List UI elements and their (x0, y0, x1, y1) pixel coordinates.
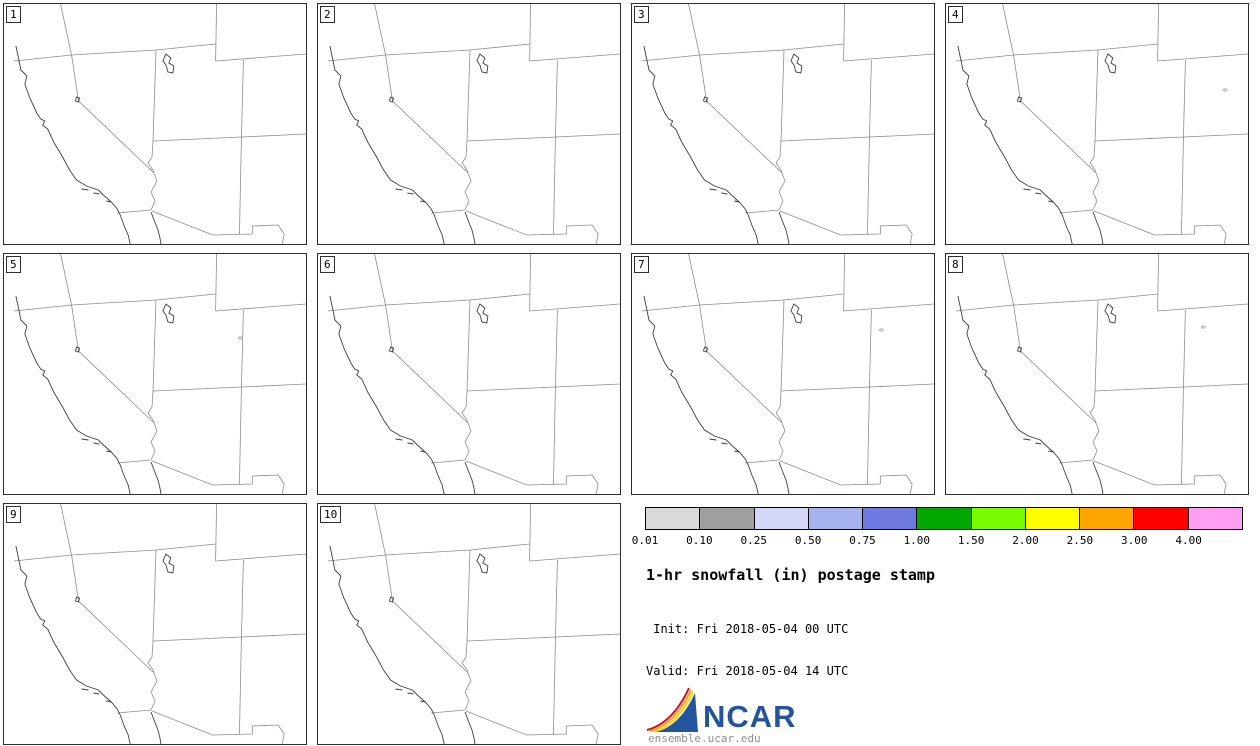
colorbar-segment (863, 508, 918, 529)
ncar-wordmark: NCAR (703, 699, 797, 735)
colorbar: 0.01 0.10 0.25 0.50 0.75 1.00 1.50 2.00 2.50 3.00… (632, 507, 1243, 547)
colorbar-tick-label: 1.50 (957, 534, 985, 547)
forecast-panel: 4 (945, 3, 1249, 245)
colorbar-tick-labels: 0.01 0.10 0.25 0.50 0.75 1.00 1.50 2.00 2.50 3.00… (632, 530, 1243, 547)
colorbar-segment (1080, 508, 1135, 529)
init-time: Init: Fri 2018-05-04 00 UTC (646, 622, 849, 636)
snowfall-speck (1222, 88, 1228, 92)
panel-number: 4 (948, 6, 963, 23)
forecast-panel: 9 (3, 503, 307, 745)
colorbar-tick-label: 0.75 (849, 534, 876, 547)
snowfall-speck (1200, 325, 1206, 329)
snowfall-speck (878, 328, 884, 332)
panel-number: 7 (634, 256, 649, 273)
map-plot (955, 4, 1248, 244)
forecast-panel: 3 (631, 3, 935, 245)
colorbar-tick-label: 3.00 (1121, 534, 1148, 547)
map-plot (955, 254, 1248, 494)
colorbar-tick-label: 0.25 (740, 534, 767, 547)
colorbar-tick-label: 4.00 (1175, 534, 1202, 547)
forecast-panel: 2 (317, 3, 621, 245)
map-plot (641, 254, 934, 494)
colorbar-segment (646, 508, 701, 529)
colorbar-segment (917, 508, 972, 529)
map-plot (327, 4, 620, 244)
panel-number: 3 (634, 6, 649, 23)
colorbar-segments (645, 507, 1243, 530)
panel-number: 5 (6, 256, 21, 273)
map-plot (13, 504, 306, 744)
ncar-logo: NCAR (646, 686, 797, 732)
forecast-panel: 1 (3, 3, 307, 245)
map-plot (13, 4, 306, 244)
colorbar-tick-label: 2.50 (1066, 534, 1094, 547)
colorbar-tick-label: 0.50 (794, 534, 822, 547)
plot-title: 1-hr snowfall (in) postage stamp (646, 566, 935, 584)
panel-number: 9 (6, 506, 21, 523)
forecast-panel: 5 (3, 253, 307, 495)
panel-number: 8 (948, 256, 963, 273)
colorbar-segment (808, 508, 864, 529)
colorbar-segment (754, 508, 809, 529)
colorbar-segment (1188, 508, 1242, 529)
panel-number: 6 (320, 256, 335, 273)
colorbar-segment (1025, 508, 1081, 529)
forecast-panel: 6 (317, 253, 621, 495)
valid-time: Valid: Fri 2018-05-04 14 UTC (646, 664, 849, 678)
site-url: ensemble.ucar.edu (648, 732, 761, 745)
map-plot (641, 4, 934, 244)
panel-number: 2 (320, 6, 335, 23)
forecast-panel: 8 (945, 253, 1249, 495)
colorbar-segment (971, 508, 1026, 529)
colorbar-segment (700, 508, 755, 529)
forecast-panel: 7 (631, 253, 935, 495)
panel-number: 10 (320, 506, 342, 523)
legend-area: 0.01 0.10 0.25 0.50 0.75 1.00 1.50 2.00 2.50 3.00… (631, 503, 1249, 745)
colorbar-tick-label: 1.00 (903, 534, 931, 547)
colorbar-segment (1134, 508, 1189, 529)
snowfall-speck (238, 336, 243, 340)
map-plot (13, 254, 306, 494)
colorbar-tick-label: 2.00 (1012, 534, 1039, 547)
forecast-panel: 10 (317, 503, 621, 745)
map-plot (327, 254, 620, 494)
init-valid-times: Init: Fri 2018-05-04 00 UTC Valid: Fri 2… (646, 594, 848, 706)
panel-number: 1 (6, 6, 21, 23)
colorbar-tick-label: 0.01 (631, 534, 659, 547)
map-plot (327, 504, 620, 744)
colorbar-tick-label: 0.10 (686, 534, 713, 547)
ncar-logo-mark (646, 687, 698, 732)
